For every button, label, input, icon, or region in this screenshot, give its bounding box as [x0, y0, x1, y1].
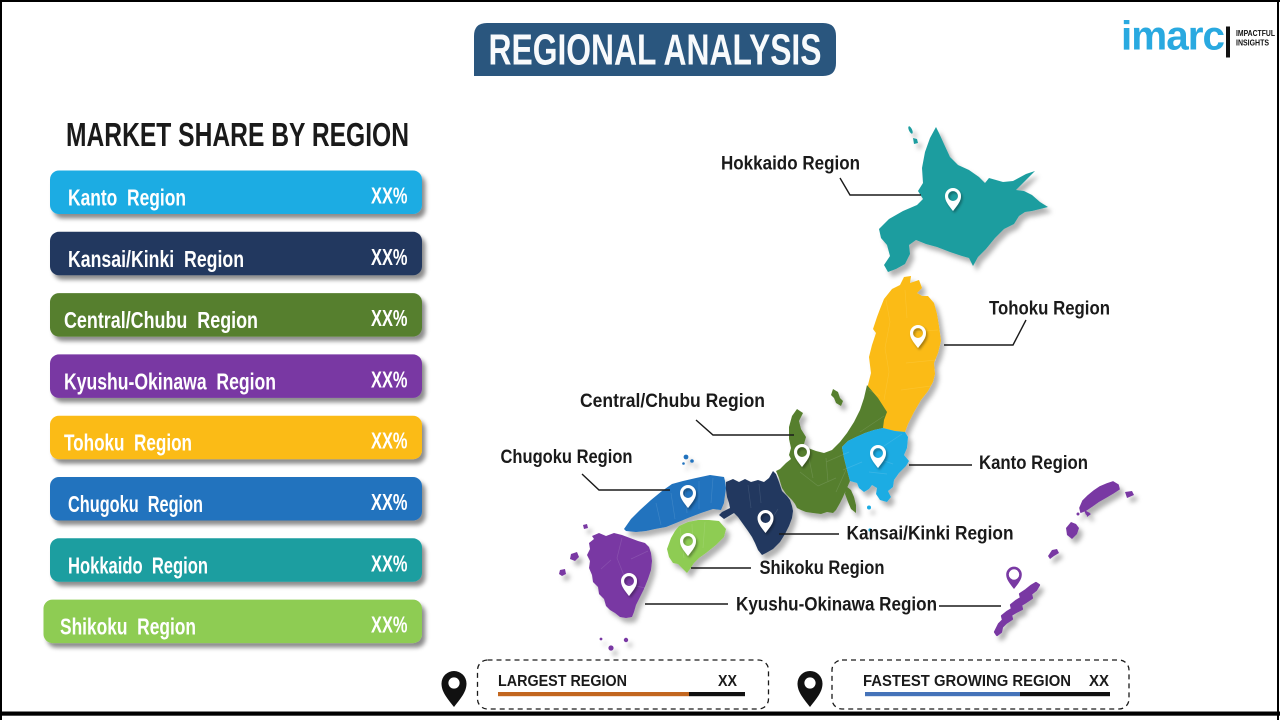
svg-text:Shikoku Region: Shikoku Region [760, 558, 885, 579]
svg-text:XX%: XX% [371, 550, 408, 576]
svg-text:INSIGHTS: INSIGHTS [1236, 39, 1270, 48]
svg-text:imarc: imarc [1121, 13, 1224, 59]
svg-text:Kansai/Kinki Region: Kansai/Kinki Region [68, 246, 244, 272]
svg-text:XX%: XX% [371, 366, 408, 392]
svg-text:XX%: XX% [371, 428, 408, 454]
svg-text:XX%: XX% [371, 244, 408, 270]
svg-text:XX%: XX% [371, 183, 408, 209]
svg-text:MARKET SHARE BY REGION: MARKET SHARE BY REGION [66, 116, 409, 153]
svg-text:Shikoku Region: Shikoku Region [60, 614, 196, 640]
svg-text:LARGEST REGION: LARGEST REGION [498, 673, 627, 690]
svg-text:Central/Chubu Region: Central/Chubu Region [580, 391, 765, 412]
svg-text:Hokkaido Region: Hokkaido Region [721, 154, 860, 175]
svg-text:XX%: XX% [371, 489, 408, 515]
svg-text:Kansai/Kinki Region: Kansai/Kinki Region [847, 524, 1014, 545]
svg-text:XX%: XX% [371, 612, 408, 638]
svg-text:Kyushu-Okinawa Region: Kyushu-Okinawa Region [64, 368, 276, 394]
svg-text:Hokkaido Region: Hokkaido Region [68, 552, 208, 578]
svg-text:Chugoku Region: Chugoku Region [501, 447, 633, 468]
svg-text:XX: XX [1089, 673, 1110, 690]
svg-text:IMPACTFUL: IMPACTFUL [1236, 29, 1275, 38]
svg-text:XX%: XX% [371, 305, 408, 331]
svg-text:Chugoku Region: Chugoku Region [68, 491, 203, 517]
svg-text:XX: XX [718, 673, 738, 690]
svg-text:Kanto Region: Kanto Region [68, 185, 186, 211]
svg-text:Tohoku Region: Tohoku Region [989, 299, 1110, 320]
svg-text:Kyushu-Okinawa Region: Kyushu-Okinawa Region [736, 595, 937, 616]
svg-text:Central/Chubu Region: Central/Chubu Region [64, 307, 258, 333]
svg-text:Tohoku Region: Tohoku Region [64, 430, 192, 456]
svg-text:Kanto Region: Kanto Region [979, 453, 1088, 474]
svg-text:REGIONAL ANALYSIS: REGIONAL ANALYSIS [489, 26, 822, 75]
svg-text:FASTEST GROWING REGION: FASTEST GROWING REGION [863, 673, 1071, 690]
